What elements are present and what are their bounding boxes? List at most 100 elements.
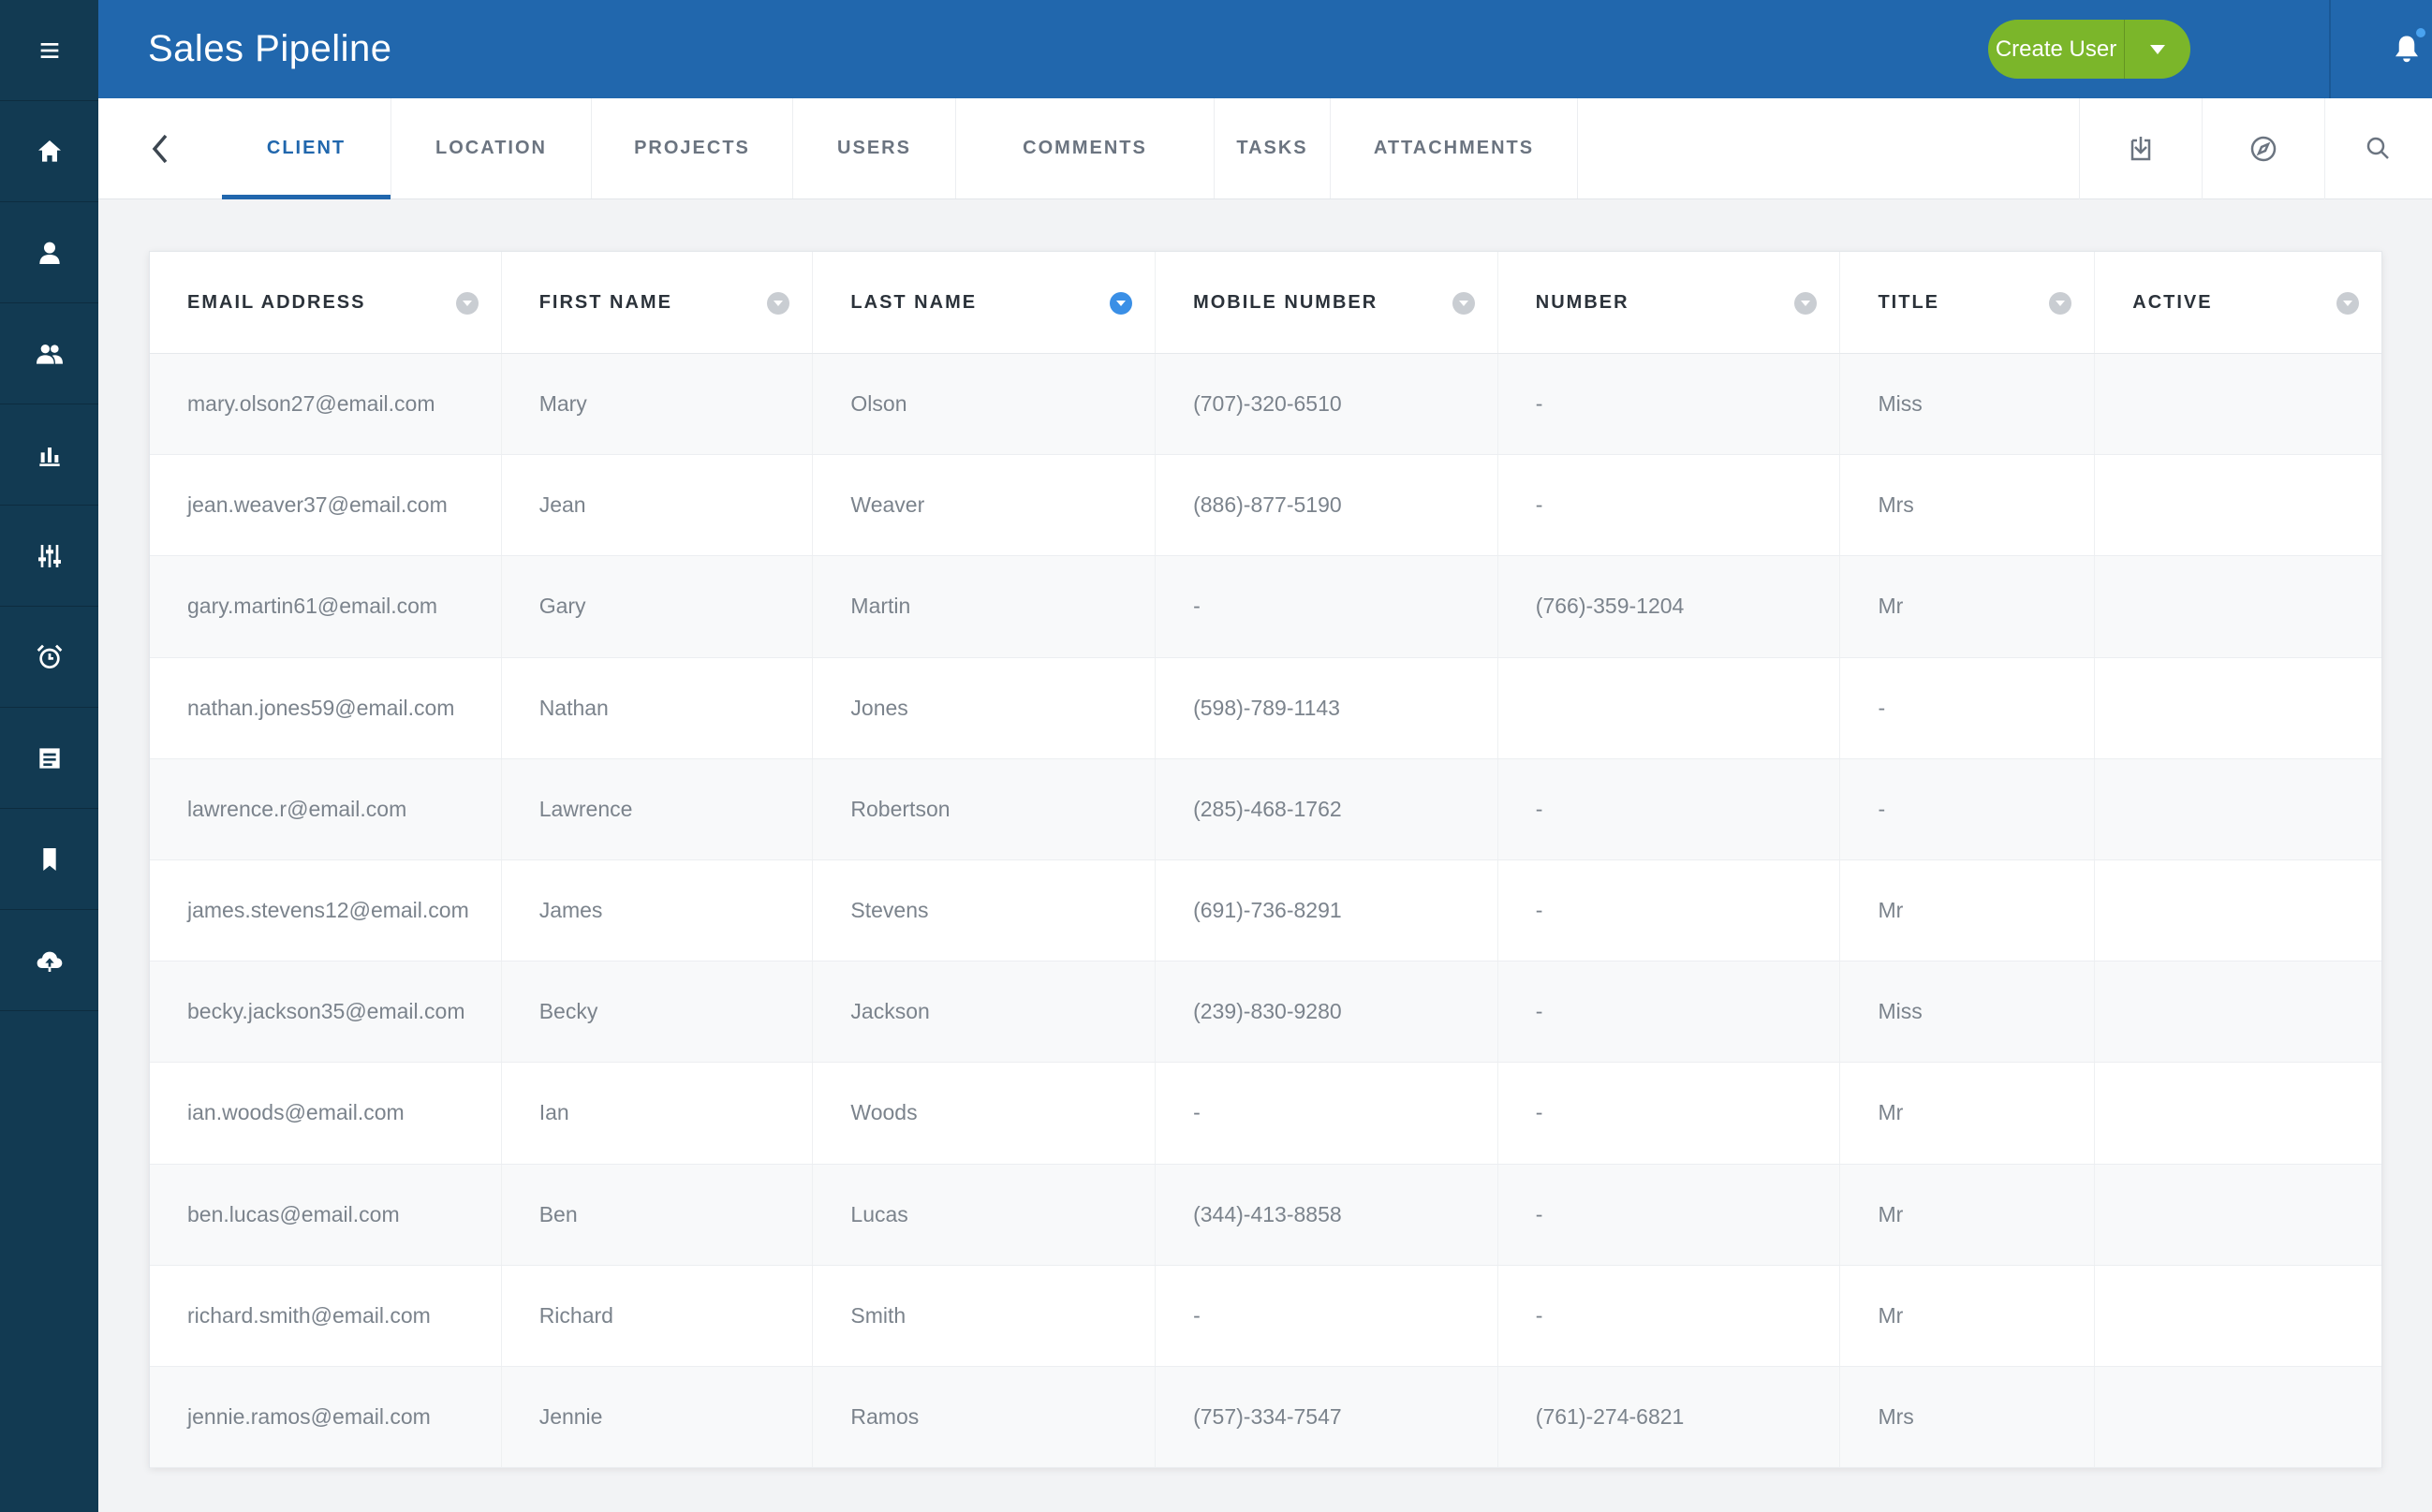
- sidebar-item-upload[interactable]: [0, 910, 98, 1011]
- mobile-number-cell: (239)-830-9280: [1156, 962, 1498, 1063]
- tab-comments[interactable]: COMMENTS: [956, 98, 1215, 198]
- sort-active-icon[interactable]: [1110, 292, 1133, 315]
- column-header-label: ACTIVE: [2132, 291, 2213, 313]
- notifications-button[interactable]: [2380, 22, 2432, 75]
- last-name-cell: Woods: [813, 1063, 1157, 1164]
- tab-location[interactable]: LOCATION: [391, 98, 592, 198]
- column-header-title[interactable]: TITLE: [1840, 252, 2096, 353]
- column-header-mobile-number[interactable]: MOBILE NUMBER: [1156, 252, 1498, 353]
- header-divider: [2329, 0, 2331, 98]
- tab-client[interactable]: CLIENT: [222, 98, 391, 199]
- table-row[interactable]: ben.lucas@email.com Ben Lucas (344)-413-885…: [150, 1164, 2381, 1266]
- table-row[interactable]: jennie.ramos@email.com Jennie Ramos (757)-3…: [150, 1366, 2381, 1469]
- sort-toggle-icon[interactable]: [2049, 292, 2072, 315]
- sort-toggle-icon[interactable]: [767, 292, 790, 315]
- user-icon: [38, 242, 60, 264]
- table-row[interactable]: mary.olson27@email.com Mary Olson (707)-320…: [150, 354, 2381, 456]
- number-cell: [1498, 657, 1841, 758]
- number-cell: -: [1498, 1265, 1841, 1366]
- sidebar-item-bookmarks[interactable]: [0, 809, 98, 910]
- title-cell: Mr: [1840, 1063, 2096, 1164]
- email-cell: mary.olson27@email.com: [150, 354, 502, 455]
- column-header-label: FIRST NAME: [538, 291, 672, 313]
- table-row[interactable]: james.stevens12@email.com James Stevens (69…: [150, 859, 2381, 962]
- search-button[interactable]: [2324, 98, 2432, 199]
- menu-toggle-button[interactable]: [0, 0, 98, 101]
- hamburger-menu-icon: [40, 42, 58, 58]
- first-name-cell: Jean: [502, 455, 814, 556]
- first-name-cell: Ben: [502, 1164, 814, 1265]
- sort-toggle-icon[interactable]: [2336, 292, 2359, 315]
- sidebar-item-settings[interactable]: [0, 506, 98, 607]
- notification-badge: [2414, 26, 2427, 39]
- create-user-button[interactable]: Create User: [1995, 36, 2117, 62]
- tab-tasks[interactable]: TASKS: [1215, 98, 1331, 198]
- sidebar-item-reminders[interactable]: [0, 607, 98, 708]
- first-name-cell: Lawrence: [502, 758, 814, 859]
- sort-toggle-icon[interactable]: [1794, 292, 1818, 315]
- title-cell: Mrs: [1840, 455, 2096, 556]
- table-row[interactable]: ian.woods@email.com Ian Woods - - Mr: [150, 1063, 2381, 1165]
- active-cell: [2095, 455, 2381, 555]
- sidebar-item-documents[interactable]: [0, 708, 98, 809]
- title-cell: -: [1840, 657, 2096, 758]
- email-cell: jean.weaver37@email.com: [150, 455, 502, 556]
- create-user-dropdown-button[interactable]: [2124, 20, 2190, 79]
- bell-icon: [2395, 36, 2418, 63]
- number-cell: (766)-359-1204: [1498, 556, 1841, 657]
- sidebar-item-team[interactable]: [0, 303, 98, 404]
- mobile-number-cell: (707)-320-6510: [1156, 354, 1498, 455]
- tab-attachments[interactable]: ATTACHMENTS: [1331, 98, 1578, 198]
- compass-icon: [2250, 136, 2277, 162]
- last-name-cell: Ramos: [813, 1366, 1157, 1468]
- mobile-number-cell: (598)-789-1143: [1156, 657, 1498, 758]
- sort-toggle-icon[interactable]: [1452, 292, 1475, 315]
- first-name-cell: James: [502, 859, 814, 962]
- title-cell: Miss: [1840, 354, 2096, 455]
- sidebar-item-profile[interactable]: [0, 202, 98, 303]
- active-cell: [2095, 556, 2381, 656]
- column-header-email[interactable]: EMAIL ADDRESS: [150, 252, 502, 353]
- download-button[interactable]: [2079, 98, 2202, 199]
- first-name-cell: Becky: [502, 962, 814, 1063]
- table-row[interactable]: lawrence.r@email.com Lawrence Robertson (28…: [150, 758, 2381, 860]
- first-name-cell: Richard: [502, 1265, 814, 1366]
- sliders-icon: [37, 544, 61, 567]
- table-row[interactable]: becky.jackson35@email.com Becky Jackson (23…: [150, 962, 2381, 1064]
- last-name-cell: Stevens: [813, 859, 1157, 962]
- email-cell: lawrence.r@email.com: [150, 758, 502, 859]
- active-cell: [2095, 658, 2381, 758]
- number-cell: -: [1498, 455, 1841, 556]
- column-header-last-name[interactable]: LAST NAME: [813, 252, 1157, 353]
- column-header-label: LAST NAME: [850, 291, 978, 313]
- last-name-cell: Olson: [813, 354, 1157, 455]
- sidebar-item-home[interactable]: [0, 101, 98, 202]
- bar-chart-icon: [38, 447, 60, 466]
- column-header-active[interactable]: ACTIVE: [2095, 252, 2381, 353]
- first-name-cell: Mary: [502, 354, 814, 455]
- sidebar-item-reports[interactable]: [0, 404, 98, 506]
- table-row[interactable]: gary.martin61@email.com Gary Martin - (766)-…: [150, 556, 2381, 658]
- number-cell: -: [1498, 354, 1841, 455]
- title-cell: Miss: [1840, 962, 2096, 1063]
- explore-button[interactable]: [2202, 98, 2324, 199]
- tab-users[interactable]: USERS: [793, 98, 956, 198]
- client-table: EMAIL ADDRESS FIRST NAME LAST NAME MOBIL…: [149, 251, 2382, 1469]
- mobile-number-cell: (691)-736-8291: [1156, 859, 1498, 962]
- column-header-number[interactable]: NUMBER: [1498, 252, 1841, 353]
- number-cell: -: [1498, 859, 1841, 962]
- page-title: Sales Pipeline: [148, 28, 392, 69]
- mobile-number-cell: (886)-877-5190: [1156, 455, 1498, 556]
- mobile-number-cell: -: [1156, 1063, 1498, 1164]
- sort-toggle-icon[interactable]: [455, 292, 479, 315]
- table-row[interactable]: jean.weaver37@email.com Jean Weaver (886)-8…: [150, 455, 2381, 557]
- table-row[interactable]: nathan.jones59@email.com Nathan Jones (598)…: [150, 657, 2381, 759]
- email-cell: ian.woods@email.com: [150, 1063, 502, 1164]
- tab-projects[interactable]: PROJECTS: [592, 98, 793, 198]
- number-cell: -: [1498, 1164, 1841, 1265]
- back-button[interactable]: [98, 98, 222, 198]
- table-row[interactable]: richard.smith@email.com Richard Smith - - Mr: [150, 1265, 2381, 1367]
- home-icon: [37, 139, 61, 162]
- number-cell: -: [1498, 962, 1841, 1063]
- column-header-first-name[interactable]: FIRST NAME: [502, 252, 814, 353]
